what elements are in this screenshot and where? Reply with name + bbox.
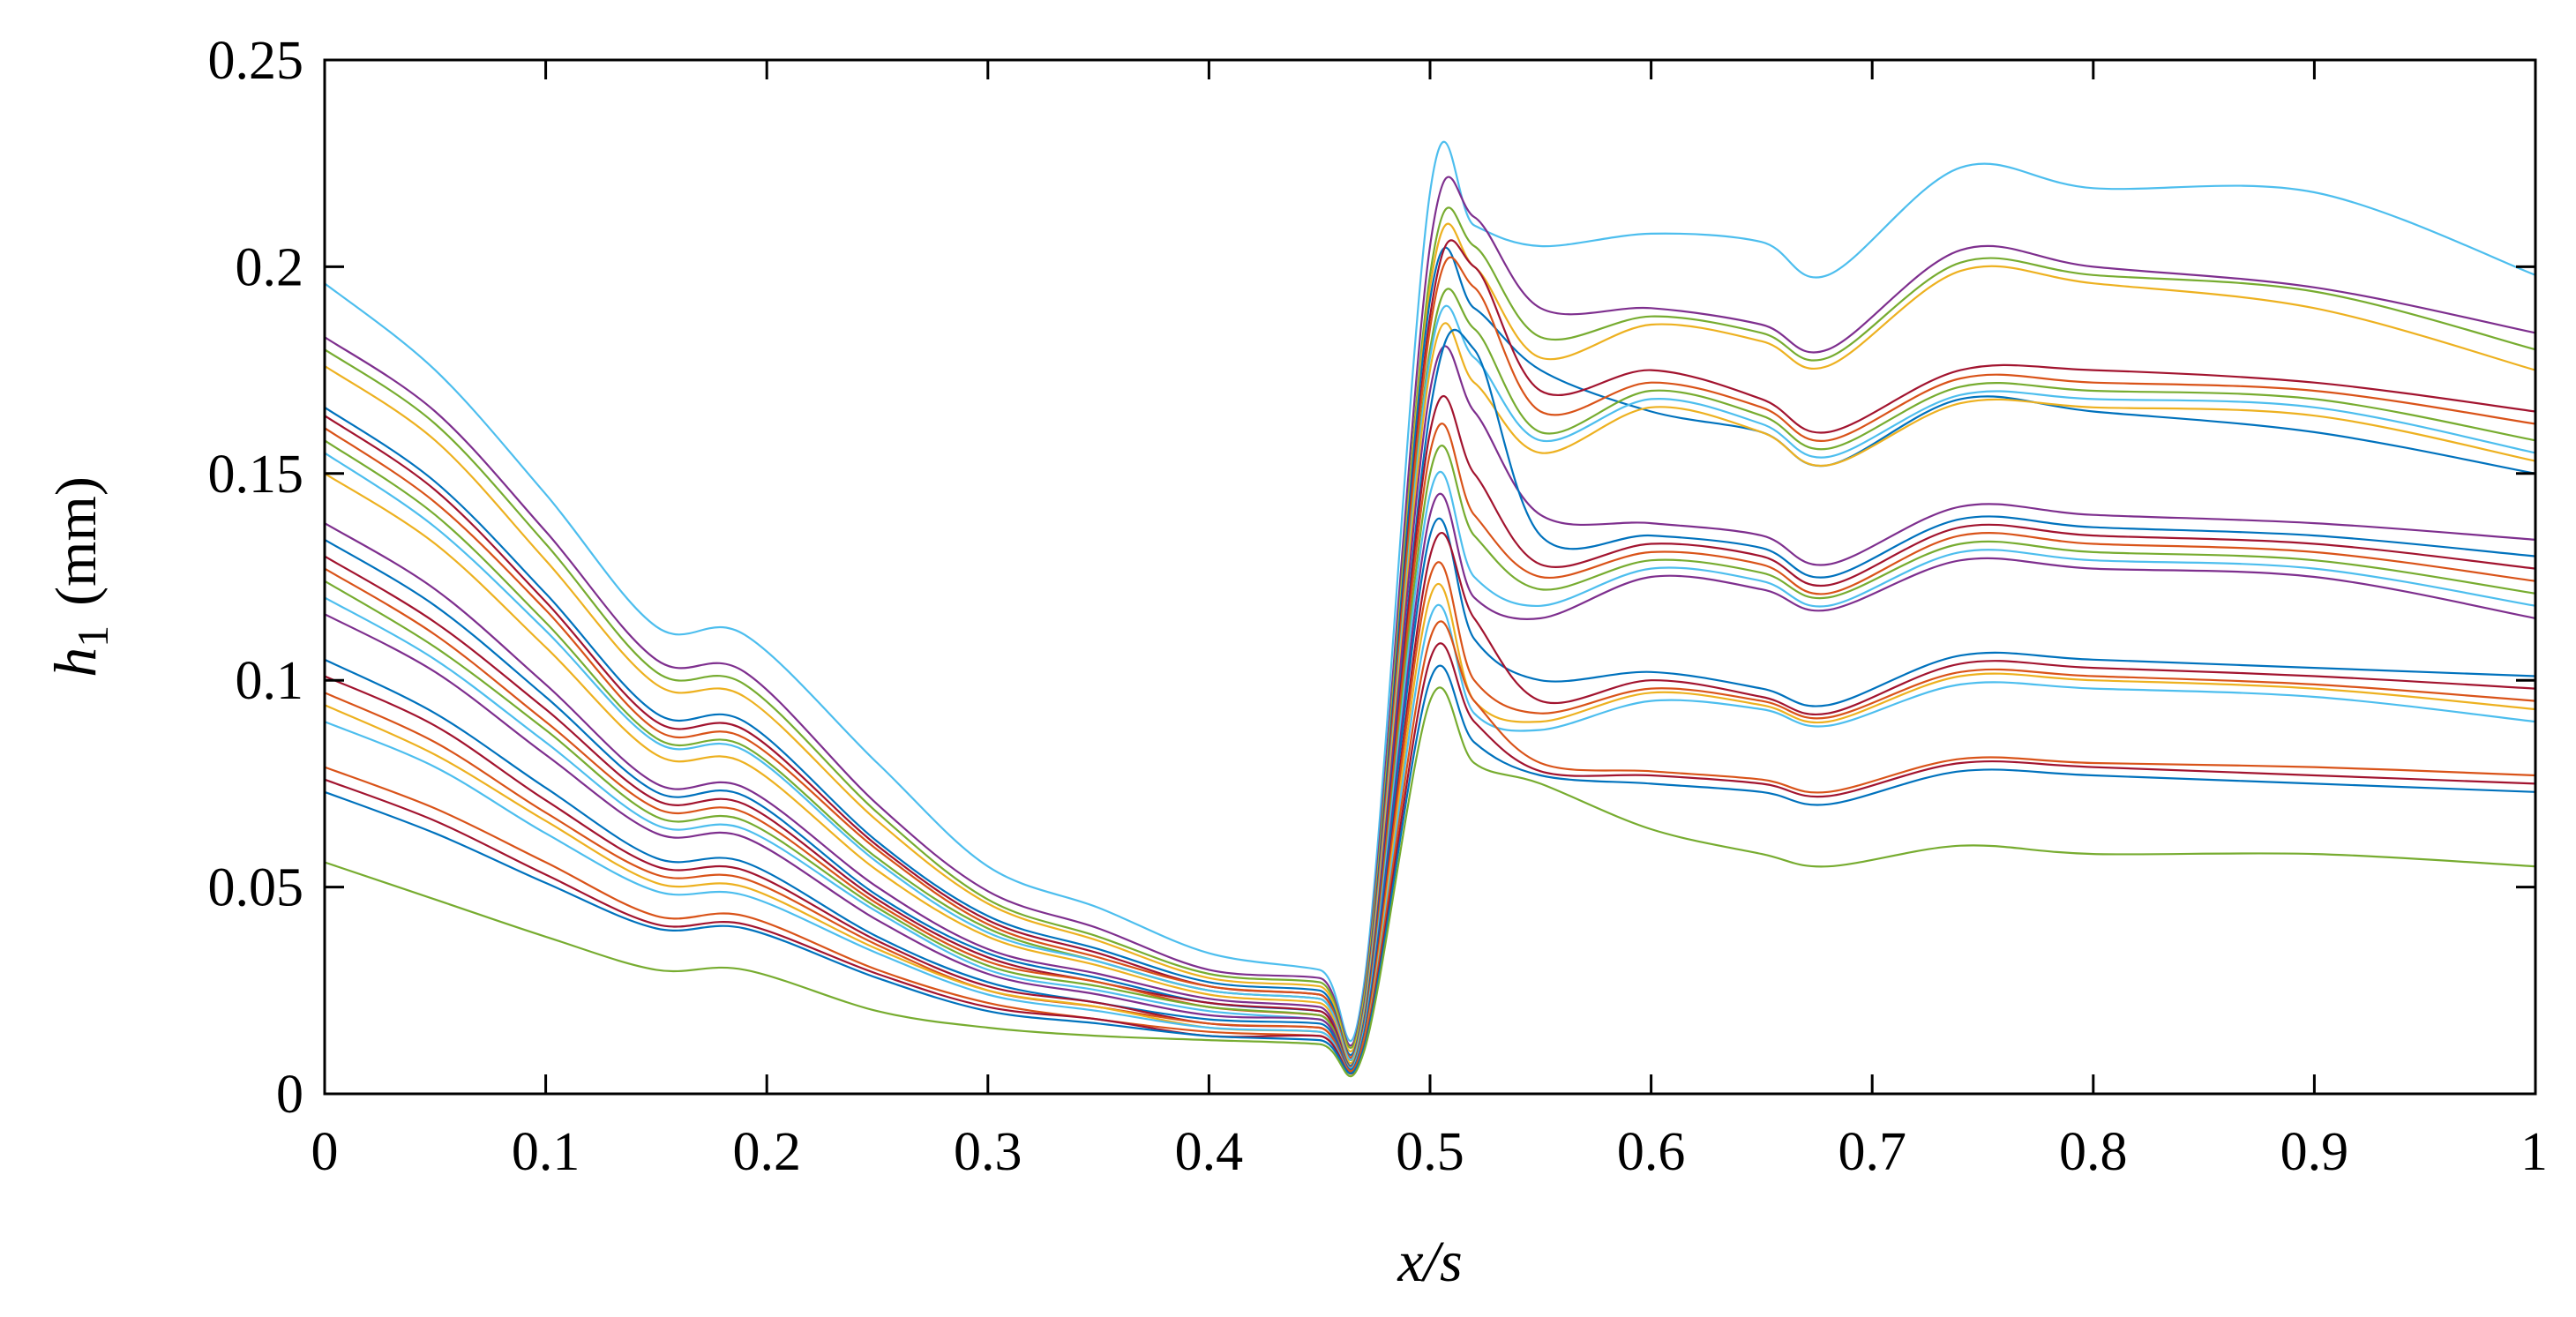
x-axis-label: x/s — [1397, 1230, 1462, 1294]
x-tick-label: 0.3 — [954, 1122, 1022, 1182]
y-axis-label-symbol: h — [41, 647, 109, 677]
x-tick-label: 0.4 — [1175, 1122, 1244, 1182]
series-line-26 — [323, 686, 2537, 1078]
y-axis-label-unit: (mm) — [44, 476, 109, 606]
x-tick-label: 0.8 — [2059, 1122, 2128, 1182]
series-line-18 — [323, 517, 2537, 1071]
series-layer — [323, 140, 2537, 1078]
x-tick-label: 0.6 — [1617, 1122, 1686, 1182]
y-tick-label: 0.2 — [236, 237, 304, 297]
x-tick-label: 0.2 — [732, 1122, 801, 1182]
y-axis-label-subscript: 1 — [68, 625, 117, 647]
y-tick-label: 0.15 — [208, 445, 304, 505]
series-line-16 — [323, 471, 2537, 1070]
series-line-23 — [323, 620, 2537, 1074]
y-axis-label: h1 (mm) — [41, 476, 117, 677]
x-tick-label: 0.1 — [512, 1122, 580, 1182]
x-tick-label: 0.9 — [2280, 1122, 2349, 1182]
series-line-12 — [323, 328, 2537, 1066]
series-line-20 — [323, 561, 2537, 1073]
series-line-8 — [323, 288, 2537, 1061]
y-tick-label: 0 — [276, 1065, 303, 1125]
x-tick-label: 1 — [2520, 1122, 2548, 1182]
x-axis-ticks: 0 0.1 0.2 0.3 0.4 0.5 0.6 0.7 0.8 0.9 1 — [311, 60, 2548, 1182]
y-tick-label: 0.1 — [236, 651, 304, 711]
x-tick-label: 0.7 — [1838, 1122, 1906, 1182]
series-line-22 — [323, 603, 2537, 1074]
y-axis-ticks: 0 0.05 0.1 0.15 0.2 0.25 — [208, 31, 2535, 1125]
y-tick-label: 0.05 — [208, 858, 304, 918]
y-tick-label: 0.25 — [208, 31, 304, 91]
series-line-19 — [323, 532, 2537, 1074]
series-line-1 — [323, 140, 2537, 1043]
series-line-25 — [323, 664, 2537, 1074]
x-tick-label: 0.5 — [1396, 1122, 1464, 1182]
x-tick-label: 0 — [311, 1122, 339, 1182]
